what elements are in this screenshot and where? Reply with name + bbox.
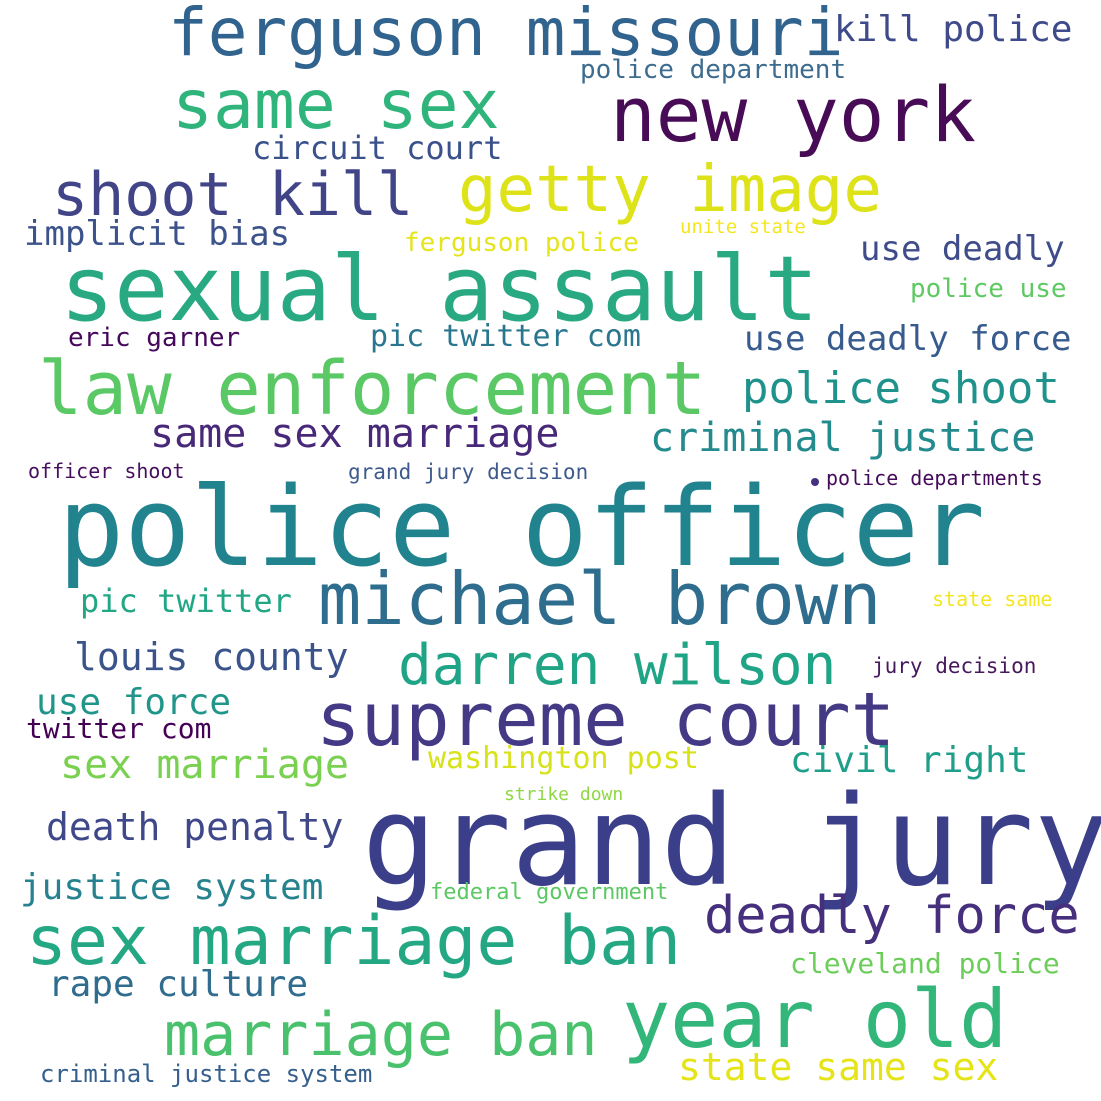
word-kill-police: kill police xyxy=(834,9,1073,50)
word-getty-image: getty image xyxy=(458,153,882,227)
word-unite-state: unite state xyxy=(680,216,806,238)
word-circuit-court: circuit court xyxy=(252,129,503,167)
word-federal-government: federal government xyxy=(430,880,669,905)
word-criminal-justice: criminal justice xyxy=(650,415,1036,461)
word-cleveland-police: cleveland police xyxy=(790,947,1060,980)
word-ferguson-missouri: ferguson missouri xyxy=(168,0,844,71)
word-police-use: police use xyxy=(910,274,1067,304)
word-police-officer: police officer xyxy=(58,463,986,591)
word-louis-county: louis county xyxy=(74,635,349,679)
word-sexual-assault: sexual assault xyxy=(60,237,819,342)
word-police-department: police department xyxy=(580,55,847,85)
word-ferguson-police: ferguson police xyxy=(404,228,639,258)
word-new-york: new york xyxy=(610,70,977,159)
word-use-deadly-force: use deadly force xyxy=(744,319,1072,359)
word-jury-decision: jury decision xyxy=(872,654,1037,678)
word-pic-twitter: pic twitter xyxy=(80,582,292,620)
word-shoot-kill: shoot kill xyxy=(52,160,414,230)
word-michael-brown: michael brown xyxy=(318,557,882,641)
word-sex-marriage-ban: sex marriage ban xyxy=(26,902,682,981)
dot-mark xyxy=(811,478,819,486)
word-washington-post: washington post xyxy=(428,741,699,776)
word-supreme-court: supreme court xyxy=(316,677,896,763)
word-civil-right: civil right xyxy=(790,740,1029,781)
word-darren-wilson: darren wilson xyxy=(398,633,837,698)
word-police-shoot: police shoot xyxy=(742,363,1060,414)
word-eric-garner: eric garner xyxy=(68,323,241,353)
word-deadly-force: deadly force xyxy=(704,886,1080,946)
word-strike-down: strike down xyxy=(504,784,624,805)
word-justice-system: justice system xyxy=(20,867,324,908)
word-same-sex-marriage: same sex marriage xyxy=(150,411,560,457)
word-use-deadly: use deadly xyxy=(860,229,1065,269)
word-sex-marriage: sex marriage xyxy=(60,742,349,788)
word-implicit-bias: implicit bias xyxy=(24,214,291,254)
word-law-enforcement: law enforcement xyxy=(38,346,707,432)
word-year-old: year old xyxy=(622,973,1008,1066)
word-police-departments: police departments xyxy=(826,466,1043,490)
word-twitter-com: twitter com xyxy=(26,712,212,745)
word-grand-jury: grand jury xyxy=(362,770,1101,914)
word-pic-twitter-com: pic twitter com xyxy=(370,319,641,354)
word-marriage-ban: marriage ban xyxy=(164,1000,598,1070)
word-state-same-sex: state same sex xyxy=(678,1045,999,1089)
word-death-penalty: death penalty xyxy=(46,805,344,849)
word-state-same: state same xyxy=(932,587,1053,611)
word-officer-shoot: officer shoot xyxy=(28,459,185,483)
word-rape-culture: rape culture xyxy=(48,964,309,1005)
word-grand-jury-decision: grand jury decision xyxy=(348,460,589,484)
word-criminal-justice-system: criminal justice system xyxy=(40,1060,373,1088)
word-same-sex: same sex xyxy=(172,66,500,145)
word-use-force: use force xyxy=(36,682,232,723)
